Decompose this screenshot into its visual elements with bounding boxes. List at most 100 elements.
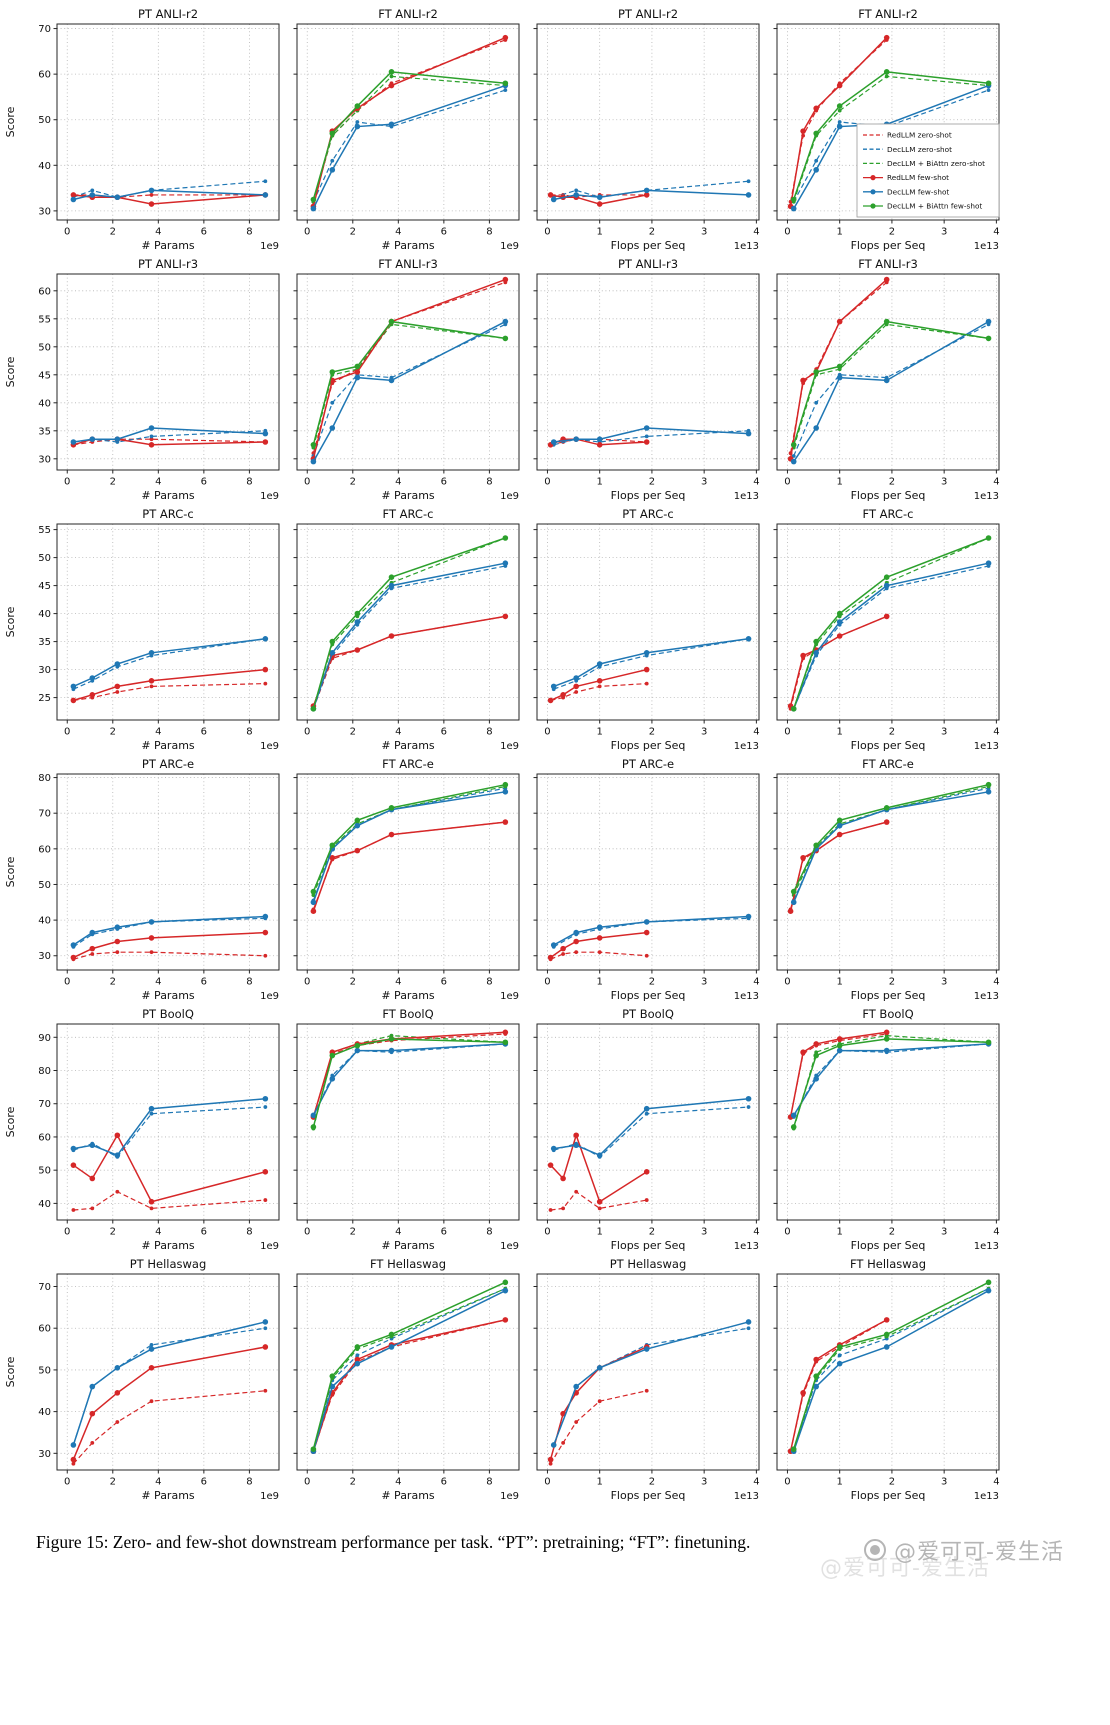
data-point-marker [388, 1047, 395, 1054]
x-axis-offset-label: 1e9 [260, 1241, 279, 1252]
data-point-marker [354, 1356, 361, 1363]
x-tick-label: 8 [486, 1477, 492, 1488]
y-axis-label: Score [4, 356, 17, 387]
data-point-marker [89, 192, 96, 198]
watermark-logo-icon [864, 1539, 887, 1561]
plot-frame [296, 523, 520, 721]
data-point-marker [262, 192, 269, 198]
data-point-marker [388, 82, 395, 89]
data-point-marker [644, 1388, 649, 1393]
legend-label: DecLLM zero-shot [887, 145, 952, 154]
data-point-marker [70, 1442, 77, 1448]
data-point-marker [883, 34, 890, 41]
data-point-marker [388, 582, 395, 589]
series-markers-decllm-few-shot [550, 187, 752, 203]
series-markers-decllm-few-shot [550, 913, 752, 948]
x-axis-offset-label: 1e9 [260, 491, 279, 502]
x-tick-label: 4 [753, 1227, 759, 1238]
data-point-marker [329, 369, 336, 375]
x-axis-label: Flops per Seq [611, 989, 686, 1002]
data-point-marker [745, 636, 752, 642]
y-axis-label: Score [4, 856, 17, 887]
data-point-marker [70, 196, 77, 203]
plot-frame [296, 273, 520, 471]
data-point-marker [573, 683, 579, 690]
data-point-marker [149, 193, 154, 197]
data-point-marker [148, 201, 155, 207]
data-point-marker [813, 1052, 819, 1059]
data-point-marker [643, 1105, 650, 1112]
x-tick-label: 0 [784, 977, 790, 988]
subplot-r1c0-pt-anli-r3: 0 2 4 6 8 30 35 40 45 50 55 60 PT ANLI-r3 # Params 1e9… [4, 257, 280, 502]
x-axis-offset-label: 1e13 [974, 1491, 999, 1502]
data-point-marker [837, 120, 842, 124]
series-markers-redllm-zero-shot [71, 1388, 268, 1466]
data-point-marker [389, 74, 394, 79]
legend-marker [870, 203, 876, 209]
x-axis-label: Flops per Seq [851, 1489, 926, 1502]
data-point-marker [262, 1319, 269, 1325]
y-tick-label: 70 [38, 24, 51, 35]
data-point-marker [148, 1346, 155, 1352]
data-point-marker [574, 1189, 579, 1194]
legend-marker [870, 175, 876, 181]
data-point-marker [985, 1287, 992, 1294]
plot-frame [776, 1023, 1000, 1221]
x-tick-label: 6 [201, 977, 207, 988]
data-point-marker [70, 697, 77, 704]
data-point-marker [114, 924, 121, 931]
x-axis-offset-label: 1e13 [734, 1491, 759, 1502]
x-tick-label: 1 [596, 227, 602, 238]
series-markers-redllm-zero-shot [71, 1189, 268, 1212]
series-markers-redllm-few-shot [70, 929, 269, 961]
data-point-marker [354, 103, 361, 109]
data-point-marker [883, 1036, 890, 1042]
x-tick-label: 4 [993, 227, 999, 238]
x-axis-offset-label: 1e13 [974, 491, 999, 502]
data-point-marker [310, 899, 317, 906]
data-point-marker [550, 1442, 557, 1448]
series-markers-redllm-few-shot [547, 666, 650, 704]
series-markers-redllm-few-shot [787, 34, 890, 210]
y-tick-label: 25 [38, 693, 51, 704]
x-tick-label: 3 [701, 1477, 707, 1488]
data-point-marker [354, 1344, 361, 1350]
series-markers-decllm-biattn-few-shot [310, 781, 509, 895]
x-tick-label: 2 [649, 977, 655, 988]
data-point-marker [596, 194, 603, 201]
series-markers-decllm-few-shot [70, 913, 269, 948]
data-point-marker [503, 88, 508, 92]
plot-frame [296, 23, 520, 221]
x-tick-label: 6 [441, 477, 447, 488]
series-markers-decllm-biattn-few-shot [790, 1279, 992, 1452]
series-line-redllm-zero-shot [312, 1319, 506, 1452]
series-markers-decllm-biattn-few-shot [790, 781, 992, 895]
data-point-marker [148, 1198, 155, 1205]
data-point-marker [787, 908, 794, 914]
data-point-marker [354, 847, 361, 854]
x-tick-label: 0 [304, 1227, 310, 1238]
watermark-text: @爱可可-爱生活 [894, 1540, 1064, 1565]
data-point-marker [883, 318, 890, 325]
data-point-marker [149, 1111, 154, 1116]
x-tick-label: 2 [110, 1227, 116, 1238]
subplot-title: PT ANLI-r3 [138, 257, 198, 271]
x-tick-label: 8 [246, 1227, 252, 1238]
x-tick-label: 0 [64, 1227, 70, 1238]
data-point-marker [148, 650, 155, 656]
plot-frame [296, 1023, 520, 1221]
x-axis-offset-label: 1e9 [500, 991, 519, 1002]
data-point-marker [148, 442, 155, 448]
x-tick-label: 1 [596, 477, 602, 488]
x-axis-label: Flops per Seq [851, 739, 926, 752]
data-point-marker [746, 1326, 751, 1331]
data-point-marker [502, 1029, 509, 1036]
y-axis-label: Score [4, 1356, 17, 1387]
data-point-marker [70, 439, 77, 445]
plot-background [537, 1274, 759, 1470]
data-point-marker [310, 1124, 317, 1130]
data-point-marker [502, 318, 509, 325]
series-markers-decllm-few-shot [550, 1095, 752, 1159]
data-point-marker [388, 831, 395, 838]
y-tick-label: 40 [38, 398, 51, 409]
